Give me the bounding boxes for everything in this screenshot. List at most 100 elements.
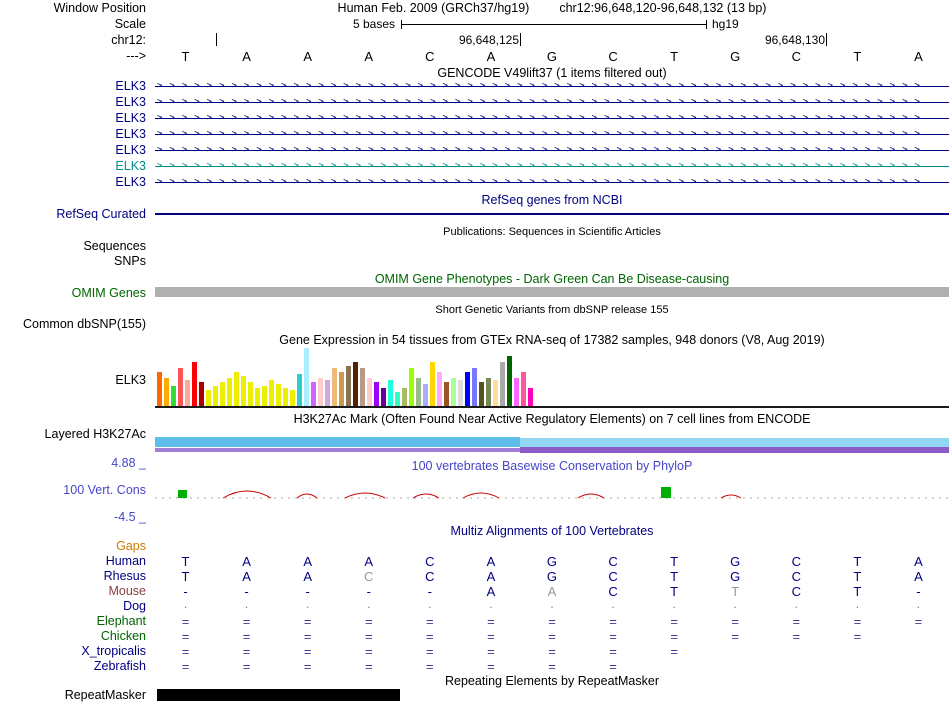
gtex-tissue-bar[interactable] (325, 380, 330, 406)
h3k27ac-track-title[interactable]: H3K27Ac Mark (Often Found Near Active Re… (293, 412, 811, 426)
gencode-transcript-line[interactable]: >>>>>>>>>>>>>>>>>>>>>>>>>>>>>>>>>>>>>>>>… (155, 127, 949, 142)
conservation-plot[interactable] (155, 474, 949, 522)
omim-genes-label[interactable]: OMIM Genes (71, 286, 146, 300)
species-label-mouse[interactable]: Mouse (108, 584, 146, 598)
sequences-label[interactable]: Sequences (83, 239, 146, 253)
species-label-zebrafish[interactable]: Zebrafish (93, 659, 146, 673)
species-label-x_tropicalis[interactable]: X_tropicalis (81, 644, 146, 658)
gencode-transcript-line[interactable]: >>>>>>>>>>>>>>>>>>>>>>>>>>>>>>>>>>>>>>>>… (155, 79, 949, 94)
repeat-element-bar[interactable] (157, 689, 400, 701)
refseq-curated-label[interactable]: RefSeq Curated (56, 207, 146, 221)
gtex-tissue-bar[interactable] (367, 378, 372, 406)
omim-gene-bar[interactable] (155, 287, 949, 297)
gtex-tissue-bar[interactable] (479, 382, 484, 406)
repeatmasker-track-title[interactable]: Repeating Elements by RepeatMasker (444, 674, 659, 688)
refseq-gene-line[interactable] (155, 213, 949, 215)
gtex-tissue-bar[interactable] (451, 378, 456, 406)
gencode-transcript-label[interactable]: ELK3 (115, 127, 146, 141)
gtex-tissue-bar[interactable] (276, 384, 281, 406)
refseq-track-title[interactable]: RefSeq genes from NCBI (481, 193, 623, 207)
gencode-transcript-line[interactable]: >>>>>>>>>>>>>>>>>>>>>>>>>>>>>>>>>>>>>>>>… (155, 95, 949, 110)
gencode-transcript-label[interactable]: ELK3 (115, 159, 146, 173)
gtex-tissue-bar[interactable] (227, 378, 232, 406)
gencode-transcript-line[interactable]: >>>>>>>>>>>>>>>>>>>>>>>>>>>>>>>>>>>>>>>>… (155, 143, 949, 158)
gtex-tissue-bar[interactable] (486, 378, 491, 406)
gtex-tissue-bar[interactable] (521, 372, 526, 406)
gtex-tissue-bar[interactable] (164, 378, 169, 406)
gtex-tissue-bar[interactable] (213, 386, 218, 406)
gtex-tissue-bar[interactable] (339, 372, 344, 406)
gtex-tissue-bar[interactable] (409, 368, 414, 406)
species-label-chicken[interactable]: Chicken (100, 629, 146, 643)
gtex-tissue-bar[interactable] (514, 378, 519, 406)
gtex-tissue-bar[interactable] (430, 362, 435, 406)
species-label-dog[interactable]: Dog (123, 599, 146, 613)
species-label-elephant[interactable]: Elephant (96, 614, 146, 628)
gtex-tissue-bar[interactable] (332, 368, 337, 406)
gtex-tissue-bar[interactable] (528, 388, 533, 406)
gtex-tissue-bar[interactable] (416, 378, 421, 406)
snps-label[interactable]: SNPs (114, 254, 146, 268)
gtex-tissue-bar[interactable] (500, 362, 505, 406)
gtex-tissue-bar[interactable] (185, 380, 190, 406)
gtex-tissue-bar[interactable] (178, 368, 183, 406)
species-label-gaps[interactable]: Gaps (116, 539, 146, 553)
gtex-tissue-bar[interactable] (472, 368, 477, 406)
gtex-tissue-bar[interactable] (171, 386, 176, 406)
gencode-transcript-line[interactable]: >>>>>>>>>>>>>>>>>>>>>>>>>>>>>>>>>>>>>>>>… (155, 111, 949, 126)
gtex-tissue-bar[interactable] (507, 356, 512, 406)
h3k27ac-layer[interactable] (520, 447, 949, 453)
gencode-transcript-label[interactable]: ELK3 (115, 143, 146, 157)
gtex-tissue-bar[interactable] (304, 348, 309, 406)
h3k27ac-signal[interactable] (155, 437, 949, 454)
conservation-label[interactable]: 100 Vert. Cons (63, 483, 146, 497)
gtex-tissue-bar[interactable] (241, 376, 246, 406)
gtex-tissue-bar[interactable] (199, 382, 204, 406)
gtex-tissue-bar[interactable] (206, 390, 211, 406)
gencode-transcript-label[interactable]: ELK3 (115, 175, 146, 189)
gtex-tissue-bar[interactable] (283, 388, 288, 406)
gtex-tissue-bar[interactable] (395, 392, 400, 406)
gtex-track-title[interactable]: Gene Expression in 54 tissues from GTEx … (279, 333, 825, 347)
gencode-transcript-label[interactable]: ELK3 (115, 79, 146, 93)
dbsnp-track-title[interactable]: Short Genetic Variants from dbSNP releas… (435, 304, 669, 316)
gtex-tissue-bar[interactable] (220, 382, 225, 406)
repeatmasker-label[interactable]: RepeatMasker (64, 688, 146, 702)
gtex-tissue-bar[interactable] (269, 380, 274, 406)
publications-track-title[interactable]: Publications: Sequences in Scientific Ar… (443, 226, 661, 238)
gtex-tissue-bar[interactable] (423, 384, 428, 406)
gtex-tissue-bar[interactable] (388, 380, 393, 406)
gencode-transcript-line[interactable]: >>>>>>>>>>>>>>>>>>>>>>>>>>>>>>>>>>>>>>>>… (155, 175, 949, 190)
dbsnp-label[interactable]: Common dbSNP(155) (23, 317, 146, 331)
gtex-tissue-bar[interactable] (255, 388, 260, 406)
gtex-tissue-bar[interactable] (353, 362, 358, 406)
gtex-tissue-bar[interactable] (346, 366, 351, 406)
h3k27ac-label[interactable]: Layered H3K27Ac (44, 427, 146, 441)
gtex-tissue-bar[interactable] (402, 388, 407, 406)
gtex-tissue-bar[interactable] (234, 372, 239, 406)
gencode-transcript-label[interactable]: ELK3 (115, 111, 146, 125)
h3k27ac-layer[interactable] (155, 437, 520, 447)
h3k27ac-layer[interactable] (155, 448, 520, 452)
gtex-tissue-bar[interactable] (248, 382, 253, 406)
gencode-track-title[interactable]: GENCODE V49lift37 (1 items filtered out) (437, 66, 667, 80)
gtex-tissue-bar[interactable] (290, 390, 295, 406)
multiz-track-title[interactable]: Multiz Alignments of 100 Vertebrates (450, 524, 654, 538)
gencode-transcript-label[interactable]: ELK3 (115, 95, 146, 109)
species-label-human[interactable]: Human (105, 554, 146, 568)
gtex-gene-label[interactable]: ELK3 (115, 373, 146, 387)
gtex-tissue-bar[interactable] (465, 372, 470, 406)
gtex-tissue-bar[interactable] (437, 372, 442, 406)
gtex-tissue-bar[interactable] (444, 382, 449, 406)
gtex-tissue-bar[interactable] (311, 382, 316, 406)
species-label-rhesus[interactable]: Rhesus (103, 569, 146, 583)
h3k27ac-layer[interactable] (520, 438, 949, 447)
gtex-tissue-bar[interactable] (374, 382, 379, 406)
gtex-tissue-bar[interactable] (458, 380, 463, 406)
gtex-tissue-bar[interactable] (297, 374, 302, 406)
gtex-tissue-bar[interactable] (157, 372, 162, 406)
omim-track-title[interactable]: OMIM Gene Phenotypes - Dark Green Can Be… (374, 272, 730, 286)
gtex-tissue-bar[interactable] (360, 368, 365, 406)
gtex-tissue-bar[interactable] (318, 378, 323, 406)
gtex-tissue-bar[interactable] (493, 380, 498, 406)
